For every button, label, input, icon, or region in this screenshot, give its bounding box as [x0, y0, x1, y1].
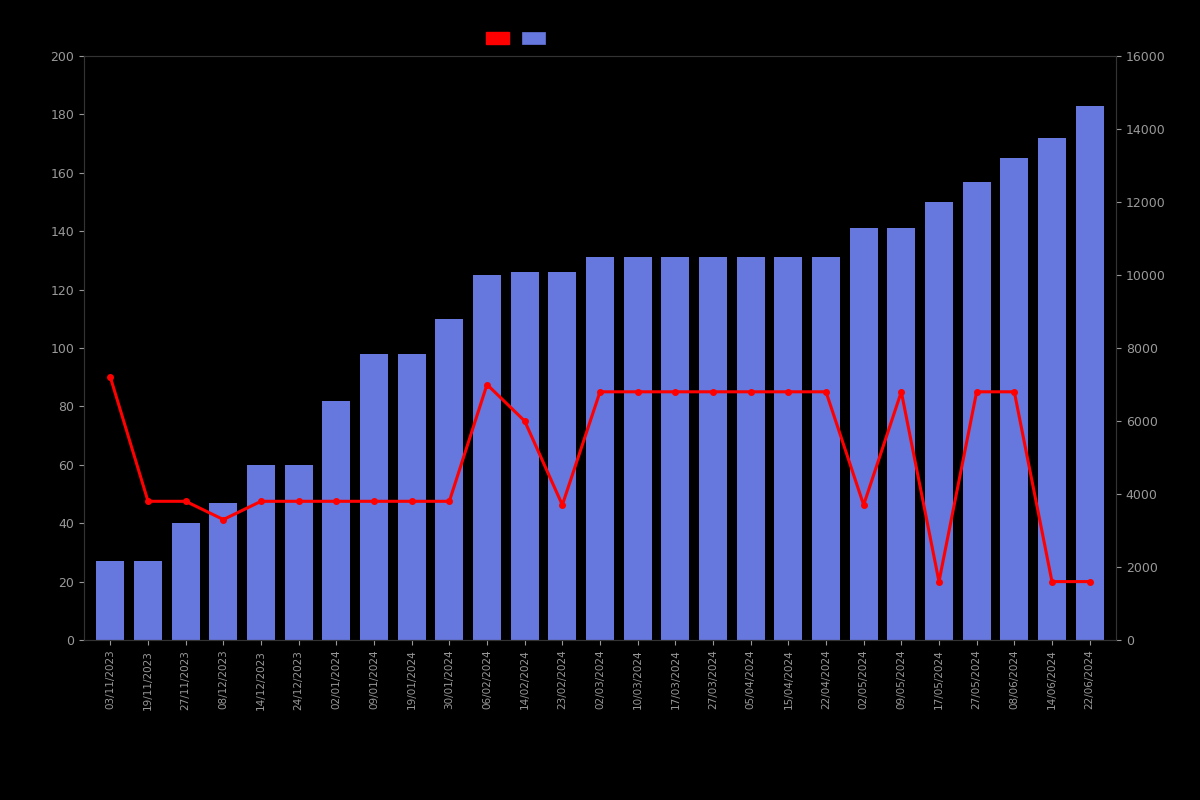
- Bar: [436, 318, 463, 640]
- Bar: [134, 561, 162, 640]
- Bar: [661, 258, 690, 640]
- Bar: [397, 354, 426, 640]
- Bar: [774, 258, 803, 640]
- Bar: [473, 275, 502, 640]
- Bar: [510, 272, 539, 640]
- Bar: [284, 465, 313, 640]
- Bar: [887, 228, 916, 640]
- Bar: [96, 561, 125, 640]
- Bar: [1000, 158, 1028, 640]
- Bar: [247, 465, 275, 640]
- Bar: [586, 258, 614, 640]
- Bar: [925, 202, 953, 640]
- Bar: [812, 258, 840, 640]
- Bar: [850, 228, 877, 640]
- Bar: [323, 401, 350, 640]
- Bar: [737, 258, 764, 640]
- Bar: [1038, 138, 1066, 640]
- Bar: [209, 502, 238, 640]
- Bar: [698, 258, 727, 640]
- Bar: [624, 258, 652, 640]
- Legend: , : ,: [481, 27, 553, 50]
- Bar: [360, 354, 388, 640]
- Bar: [1075, 106, 1104, 640]
- Bar: [548, 272, 576, 640]
- Bar: [172, 523, 200, 640]
- Bar: [962, 182, 991, 640]
